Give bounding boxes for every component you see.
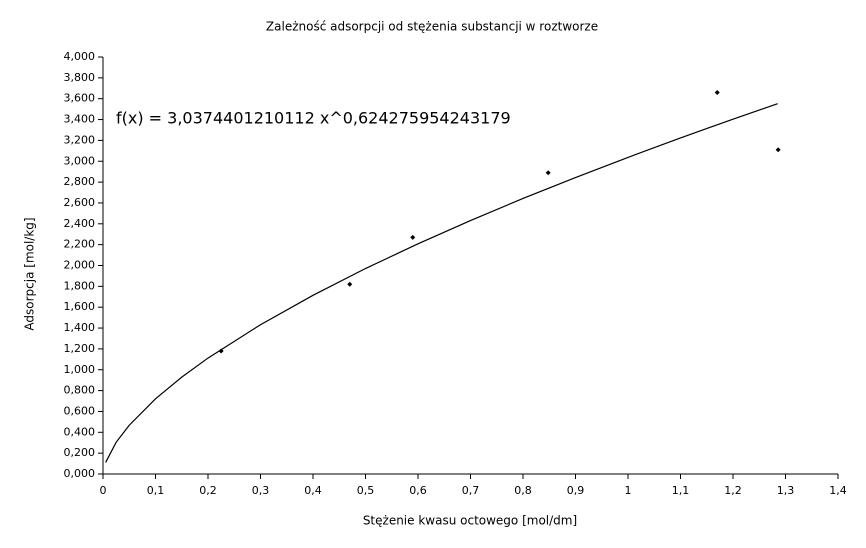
x-tick-label: 0,4: [304, 484, 322, 497]
y-axis-label: Adsorpcja [mol/kg]: [23, 217, 37, 330]
x-tick-label: 0,5: [357, 484, 375, 497]
data-point: [410, 234, 416, 240]
y-tick-label: 2,400: [64, 217, 96, 230]
data-point: [218, 348, 224, 354]
x-tick-label: 0,3: [252, 484, 270, 497]
y-tick-label: 1,600: [64, 300, 96, 313]
chart-title: Zależność adsorpcji od stężenia substanc…: [266, 20, 598, 34]
x-tick-label: 0,7: [462, 484, 480, 497]
y-tick-label: 1,200: [64, 342, 96, 355]
y-tick-label: 3,000: [64, 154, 96, 167]
y-tick-label: 1,400: [64, 321, 96, 334]
data-point: [714, 89, 720, 95]
y-tick-label: 2,000: [64, 259, 96, 272]
x-tick-label: 0,1: [147, 484, 165, 497]
y-tick-label: 1,000: [64, 363, 96, 376]
x-tick-label: 0: [100, 484, 107, 497]
y-tick-label: 0,000: [64, 467, 96, 480]
x-tick-label: 1,3: [777, 484, 795, 497]
y-tick-label: 2,200: [64, 238, 96, 251]
y-tick-label: 0,600: [64, 404, 96, 417]
y-tick-label: 2,600: [64, 196, 96, 209]
x-tick-label: 0,9: [567, 484, 585, 497]
y-tick-label: 2,800: [64, 175, 96, 188]
x-axis-label: Stężenie kwasu octowego [mol/dm]: [363, 514, 577, 528]
y-tick-label: 1,800: [64, 279, 96, 292]
x-tick-label: 0,2: [199, 484, 217, 497]
data-point: [775, 147, 781, 153]
x-tick-label: 1,2: [724, 484, 742, 497]
y-tick-label: 3,200: [64, 133, 96, 146]
x-tick-label: 1,1: [672, 484, 690, 497]
fit-curve: [105, 103, 778, 463]
x-tick-label: 0,6: [409, 484, 427, 497]
y-tick-label: 0,200: [64, 446, 96, 459]
y-tick-label: 3,400: [64, 113, 96, 126]
fit-equation: f(x) = 3,0374401210112 x^0,6242759542431…: [116, 109, 511, 128]
y-tick-label: 0,800: [64, 384, 96, 397]
data-point: [347, 281, 353, 287]
x-tick-label: 1,4: [829, 484, 847, 497]
y-tick-label: 3,600: [64, 92, 96, 105]
data-point: [545, 170, 551, 176]
x-tick-label: 0,8: [514, 484, 532, 497]
x-tick-label: 1: [625, 484, 632, 497]
y-tick-label: 3,800: [64, 71, 96, 84]
y-tick-label: 0,400: [64, 425, 96, 438]
y-tick-label: 4,000: [64, 50, 96, 63]
